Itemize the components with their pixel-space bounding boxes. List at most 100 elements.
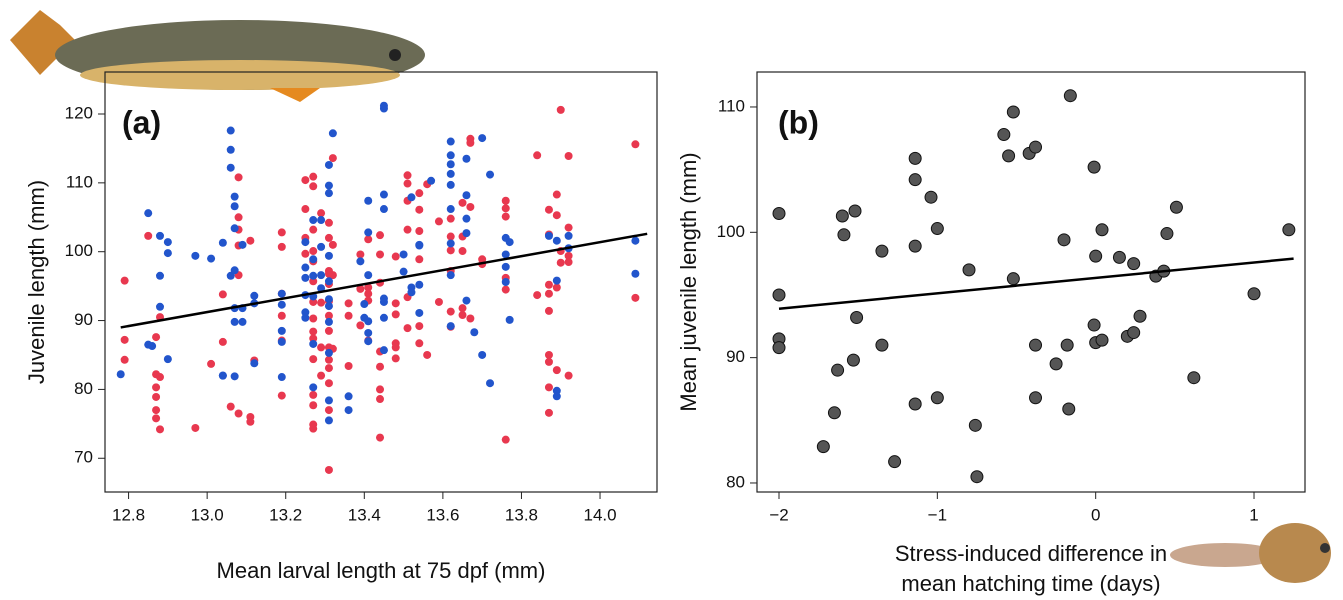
point: [317, 271, 326, 280]
y-tick-label: 90: [726, 347, 745, 366]
point: [446, 307, 455, 316]
point: [544, 306, 553, 315]
point: [391, 343, 400, 352]
panel: 12.8 13.0 13.2 13.4 13.6 13.8 14.0 70 80 90 100 110…: [24, 71, 658, 583]
point: [309, 255, 318, 264]
point: [434, 217, 443, 226]
point: [544, 280, 553, 289]
point: [152, 414, 161, 423]
point: [356, 250, 365, 259]
point: [309, 401, 318, 410]
larva-illustration: [1170, 523, 1331, 583]
point: [226, 126, 235, 135]
y-axis-label: Mean juvenile length (mm): [676, 152, 701, 411]
point: [309, 339, 318, 348]
point: [324, 160, 333, 169]
point: [301, 308, 310, 317]
point: [309, 277, 318, 286]
point: [544, 205, 553, 214]
point: [446, 137, 455, 146]
point: [391, 310, 400, 319]
point: [564, 251, 573, 260]
point: [144, 231, 153, 240]
point: [968, 418, 982, 432]
y-tick-label: 80: [74, 379, 93, 398]
point: [415, 308, 424, 317]
x-axis-label: Stress-induced difference in: [895, 541, 1167, 566]
point: [344, 299, 353, 308]
point: [250, 359, 259, 368]
point: [309, 355, 318, 364]
point: [226, 145, 235, 154]
point: [328, 240, 337, 249]
point: [403, 225, 412, 234]
point: [120, 335, 129, 344]
point: [564, 152, 573, 160]
point: [1062, 402, 1076, 416]
point: [1060, 338, 1074, 352]
point: [423, 350, 432, 359]
point: [835, 209, 849, 223]
point: [505, 315, 514, 324]
point: [427, 176, 436, 185]
point: [403, 179, 412, 188]
point: [564, 223, 573, 232]
point: [301, 238, 310, 247]
point: [403, 171, 412, 180]
point: [356, 321, 365, 330]
point: [324, 233, 333, 242]
point: [309, 424, 318, 433]
point: [446, 169, 455, 178]
point: [277, 391, 286, 400]
point: [163, 355, 172, 364]
point: [277, 242, 286, 251]
point: [1049, 357, 1063, 371]
point: [1087, 160, 1101, 174]
point: [301, 313, 310, 322]
point: [344, 406, 353, 415]
point: [226, 163, 235, 172]
point: [301, 249, 310, 258]
point: [324, 302, 333, 311]
point: [1169, 200, 1183, 214]
point: [191, 251, 200, 260]
point: [501, 250, 510, 259]
point: [277, 289, 286, 298]
point: [250, 291, 259, 300]
point: [309, 247, 318, 256]
panel-label: (a): [122, 104, 161, 140]
y-tick-label: 90: [74, 310, 93, 329]
point: [848, 204, 862, 218]
y-tick-label: 100: [65, 241, 93, 260]
point: [1187, 371, 1201, 385]
point: [376, 231, 385, 240]
point: [544, 383, 553, 392]
point: [324, 326, 333, 335]
point: [328, 154, 337, 163]
point: [301, 205, 310, 214]
point: [277, 337, 286, 346]
point: [552, 283, 561, 292]
point: [376, 362, 385, 371]
point: [446, 246, 455, 255]
point: [470, 328, 479, 337]
point: [631, 140, 640, 149]
x-axis-label: mean hatching time (days): [901, 571, 1160, 596]
point: [1127, 257, 1141, 271]
point: [846, 353, 860, 367]
point: [631, 269, 640, 278]
point: [446, 205, 455, 214]
point: [324, 251, 333, 260]
point: [1089, 249, 1103, 263]
point: [376, 250, 385, 259]
point: [230, 224, 239, 233]
point: [486, 170, 495, 179]
point: [344, 392, 353, 401]
y-tick-label: 70: [74, 448, 93, 467]
point: [148, 342, 157, 351]
point: [120, 355, 129, 364]
point: [364, 317, 373, 326]
point: [399, 250, 408, 259]
point: [458, 198, 467, 207]
